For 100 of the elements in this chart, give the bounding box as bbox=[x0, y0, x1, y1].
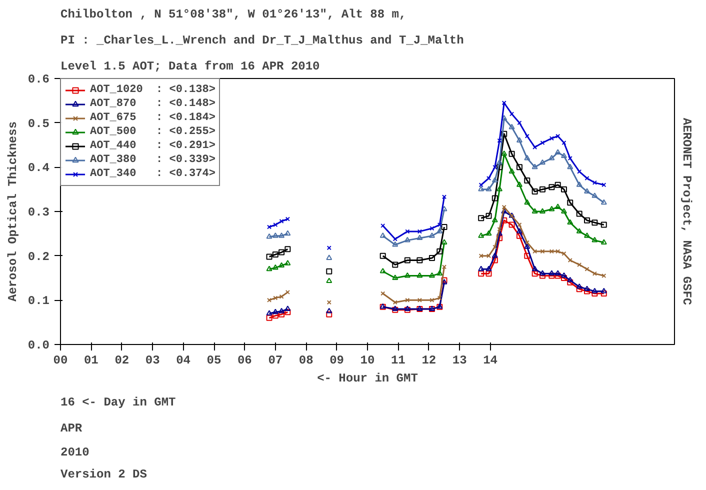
point bbox=[576, 228, 582, 234]
point bbox=[272, 252, 278, 258]
point bbox=[380, 252, 386, 259]
point bbox=[272, 312, 278, 319]
point bbox=[554, 204, 561, 210]
point bbox=[576, 286, 582, 292]
point bbox=[278, 308, 285, 314]
point bbox=[272, 264, 278, 270]
x-tick-label: 12 bbox=[422, 354, 436, 368]
y-tick-label: 0.2 bbox=[28, 250, 50, 264]
x-tick-label: 03 bbox=[145, 354, 160, 368]
point bbox=[380, 291, 386, 296]
point bbox=[501, 115, 508, 120]
point bbox=[404, 272, 410, 278]
x-tick-label: 13 bbox=[452, 354, 467, 368]
point bbox=[584, 266, 590, 272]
point bbox=[416, 234, 423, 240]
point bbox=[486, 254, 492, 258]
point bbox=[554, 270, 561, 276]
point bbox=[592, 220, 598, 226]
point bbox=[567, 279, 574, 286]
point bbox=[560, 208, 567, 214]
point bbox=[405, 298, 410, 302]
point bbox=[516, 182, 522, 187]
point bbox=[592, 271, 597, 276]
point bbox=[478, 182, 484, 188]
x-tick-label: 01 bbox=[84, 354, 98, 368]
point bbox=[510, 112, 514, 116]
y-tick-label: 0.3 bbox=[28, 206, 50, 220]
text: 16 <- Day in GMT bbox=[60, 396, 176, 410]
point bbox=[517, 120, 522, 126]
point bbox=[486, 266, 492, 272]
point bbox=[549, 136, 554, 141]
point bbox=[417, 298, 422, 302]
point bbox=[441, 239, 448, 244]
point bbox=[416, 272, 423, 278]
point bbox=[577, 262, 582, 267]
point bbox=[405, 229, 410, 234]
point bbox=[592, 236, 598, 242]
point bbox=[416, 257, 423, 264]
x-axis-title: <- Hour in GMT bbox=[317, 372, 418, 386]
point bbox=[496, 159, 503, 165]
point bbox=[272, 232, 278, 238]
point bbox=[380, 223, 386, 228]
point bbox=[486, 230, 492, 236]
point bbox=[539, 270, 546, 276]
point bbox=[516, 137, 522, 143]
point bbox=[532, 270, 538, 277]
x-tick-label: 07 bbox=[268, 354, 283, 368]
point bbox=[326, 246, 332, 250]
point bbox=[584, 176, 590, 181]
point bbox=[600, 222, 607, 228]
point bbox=[492, 252, 498, 258]
point bbox=[568, 258, 572, 263]
point bbox=[539, 159, 546, 165]
point bbox=[548, 154, 555, 160]
point bbox=[560, 186, 567, 192]
point bbox=[540, 140, 545, 146]
point bbox=[486, 186, 492, 192]
point bbox=[556, 134, 560, 138]
point bbox=[516, 232, 522, 239]
point bbox=[568, 156, 572, 161]
point bbox=[584, 286, 590, 292]
legend-label: AOT_340 : <0.374> bbox=[90, 167, 216, 181]
point bbox=[441, 206, 448, 212]
point bbox=[273, 222, 278, 228]
point bbox=[524, 244, 530, 249]
y-axis-title: Aerosol Optical Thickness bbox=[6, 121, 20, 302]
point bbox=[592, 192, 598, 198]
point bbox=[516, 228, 522, 234]
point bbox=[284, 246, 291, 252]
point bbox=[532, 208, 538, 214]
point bbox=[266, 254, 272, 260]
point bbox=[577, 169, 582, 174]
point bbox=[584, 288, 590, 294]
point bbox=[436, 228, 443, 234]
legend-label: AOT_675 : <0.184> bbox=[90, 111, 216, 125]
point bbox=[492, 244, 498, 250]
point bbox=[428, 232, 435, 238]
y-tick-label: 0.1 bbox=[28, 294, 50, 308]
point bbox=[404, 257, 410, 264]
point bbox=[576, 210, 582, 217]
point bbox=[600, 239, 607, 244]
point bbox=[266, 266, 272, 272]
y-tick-label: 0.0 bbox=[28, 338, 50, 352]
point bbox=[554, 149, 561, 154]
x-tick-label: 02 bbox=[114, 354, 130, 368]
point bbox=[539, 186, 546, 192]
x-tick-label: 08 bbox=[298, 354, 314, 368]
point bbox=[508, 150, 515, 157]
x-tick-label: 14 bbox=[483, 354, 498, 368]
point bbox=[567, 219, 574, 225]
point bbox=[508, 124, 515, 130]
x-tick-label: 11 bbox=[391, 354, 406, 368]
chart-title: Chilbolton , N 51°08'38", W 01°26'13", Alt 88 m, bbox=[60, 8, 406, 22]
point bbox=[496, 186, 503, 192]
point bbox=[326, 311, 332, 318]
point bbox=[278, 232, 285, 238]
point bbox=[326, 300, 332, 305]
point bbox=[532, 266, 538, 272]
